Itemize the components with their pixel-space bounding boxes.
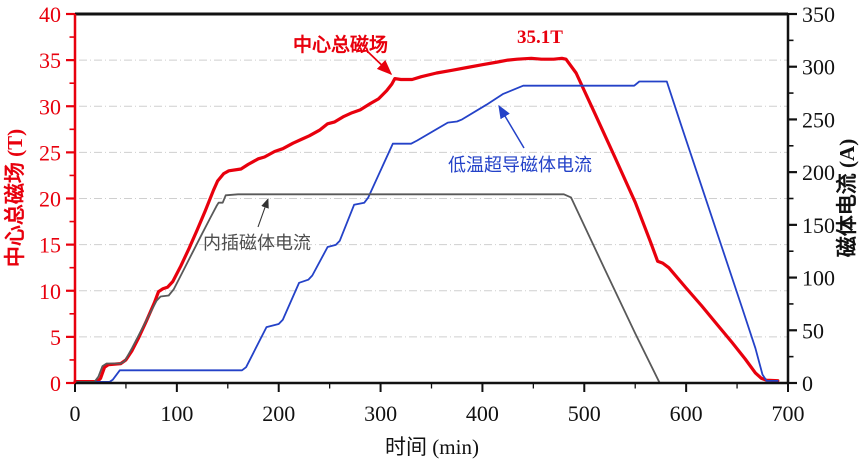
- x-tick-label: 400: [466, 401, 499, 426]
- y-right-tick-label: 150: [802, 213, 835, 238]
- y-right-tick-label: 350: [802, 2, 835, 27]
- y-right-tick-label: 100: [802, 266, 835, 291]
- y-right-tick-label: 50: [802, 318, 824, 343]
- arrow-sc-current: [498, 104, 525, 149]
- grid-lines: [75, 59, 788, 384]
- x-axis-label: 时间 (min): [385, 435, 479, 459]
- x-tick-label: 500: [568, 401, 601, 426]
- annotation-sc-current: 低温超导磁体电流: [448, 155, 592, 175]
- axis-tick-labels: 0 100 200 300 400 500 600 700051015202530354005…: [39, 2, 835, 426]
- y-left-tick-label: 20: [39, 187, 61, 212]
- y-left-tick-label: 25: [39, 140, 61, 165]
- y-left-tick-label: 10: [39, 279, 61, 304]
- curve-insert-magnet-current: [74, 193, 779, 384]
- y-left-tick-label: 15: [39, 233, 61, 258]
- x-tick-label: 700: [772, 401, 805, 426]
- annotation-total-field: 中心总磁场: [293, 35, 389, 56]
- annotation-insert-current: 内插磁体电流: [203, 233, 311, 253]
- y-right-tick-label: 300: [802, 55, 835, 80]
- y-left-tick-label: 30: [39, 94, 61, 119]
- y-right-tick-label: 0: [802, 371, 813, 396]
- x-tick-label: 200: [262, 401, 295, 426]
- x-tick-label: 0: [70, 401, 81, 426]
- annotation-peak-value: 35.1T: [517, 27, 563, 48]
- y-right-tick-label: 200: [802, 160, 835, 185]
- arrow-total-field: [365, 49, 393, 76]
- y-left-tick-label: 5: [50, 325, 61, 350]
- y-axis-label-right: 磁体电流 (A): [835, 138, 859, 258]
- y-left-tick-label: 0: [50, 371, 61, 396]
- y-right-tick-label: 250: [802, 107, 835, 132]
- y-left-tick-label: 40: [39, 2, 61, 27]
- curve-total-field: [73, 56, 780, 384]
- y-axis-label-left: 中心总磁场 (T): [3, 128, 27, 268]
- curve-sc-magnet-current: [74, 80, 779, 383]
- axis-ticks: [66, 12, 797, 392]
- y-left-tick-label: 35: [39, 48, 61, 73]
- data-curves: [73, 56, 780, 384]
- x-tick-label: 100: [160, 401, 193, 426]
- arrow-insert-current: [257, 198, 269, 228]
- x-tick-label: 300: [364, 401, 397, 426]
- x-tick-label: 600: [670, 401, 703, 426]
